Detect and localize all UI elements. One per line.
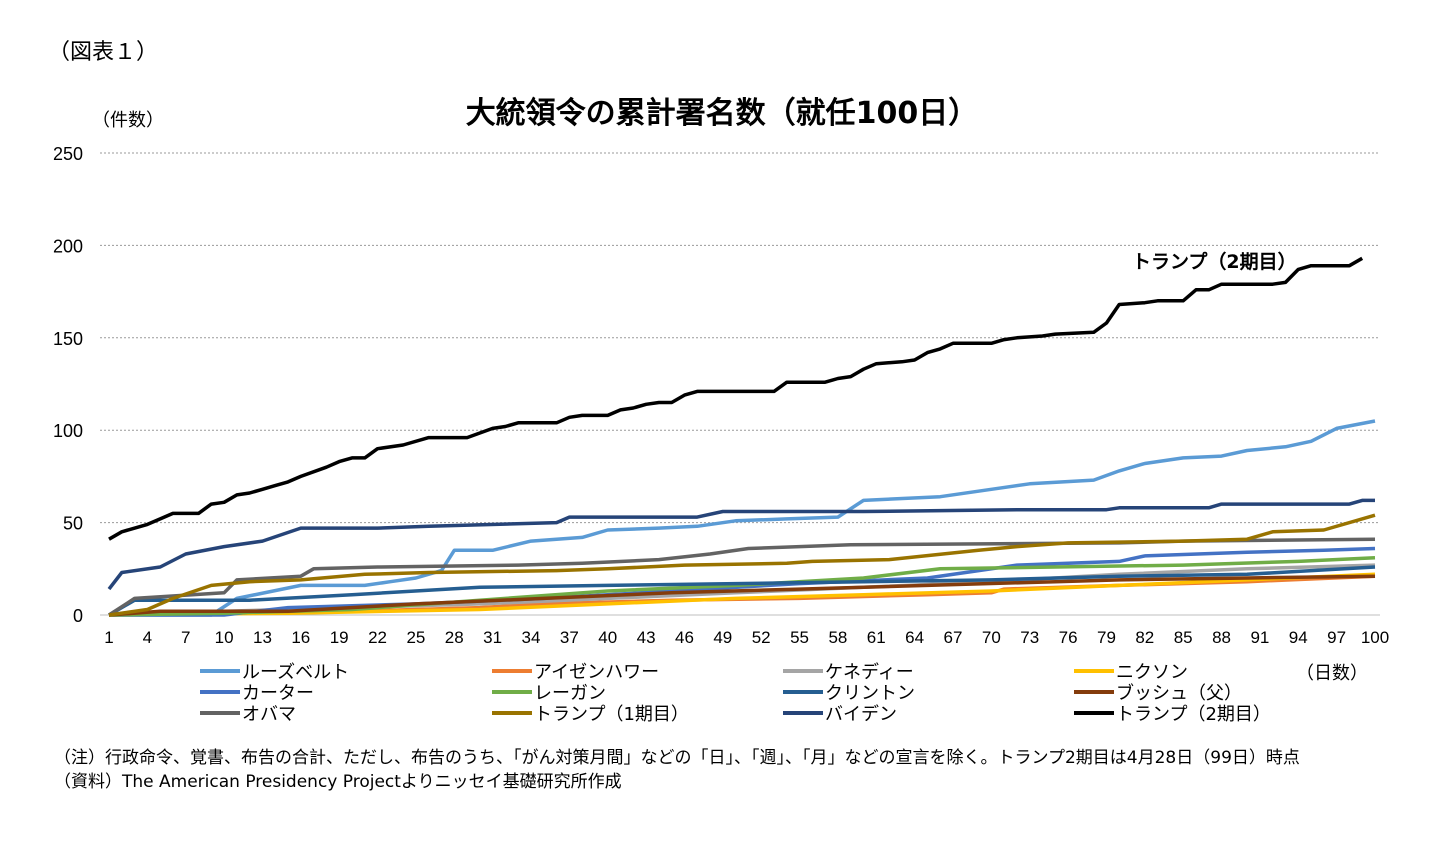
legend-item: カーター [200,681,314,704]
legend-swatch [1074,669,1114,673]
x-tick-label: 79 [1097,628,1116,647]
legend-label: バイデン [825,704,897,725]
x-tick-label: 13 [253,628,272,647]
legend-swatch [200,690,240,694]
x-tick-label: 7 [181,628,190,647]
legend-swatch [200,669,240,673]
legend-item: ルーズベルト [200,660,350,683]
series-line-6 [108,565,1376,617]
legend-label: ニクソン [1116,662,1188,683]
series-line-9 [108,513,1376,617]
x-tick-label: 40 [598,628,617,647]
x-tick-label: 70 [982,628,1001,647]
legend-item: ブッシュ（父） [1074,681,1242,704]
x-tick-label: 46 [675,628,694,647]
annotations: トランプ（2期目） [1132,250,1297,273]
series-line-10 [107,498,1375,591]
series-line-8 [108,537,1376,617]
x-tick-labels: 1 4 7 10 13 16 19 22 25 28 31 34 37 40 43 46 49 52 55 58 61 6… [104,628,1389,647]
x-tick-label: 37 [560,628,579,647]
x-tick-label: 43 [637,628,656,647]
legend-item: ケネディー [783,660,914,683]
legend-item: アイゼンハワー [492,660,660,683]
legend-label: ケネディー [825,662,914,683]
legend-item: クリントン [783,681,915,704]
y-tick-label: 50 [63,514,83,534]
x-tick-label: 49 [713,628,732,647]
x-tick-label: 16 [291,628,310,647]
legend-label: レーガン [534,683,606,704]
legend-label: トランプ（1期目） [534,704,689,725]
x-tick-label: 58 [828,628,847,647]
figure-label: （図表１） [48,40,159,65]
y-tick-label: 250 [53,144,83,164]
y-tick-label: 0 [73,606,83,626]
y-axis-unit: （件数） [92,110,164,131]
x-tick-label: 52 [752,628,771,647]
chart-title: 大統領令の累計署名数（就任100日） [465,96,979,131]
x-tick-label: 97 [1327,628,1346,647]
x-tick-label: 61 [867,628,886,647]
x-tick-label: 64 [905,628,924,647]
legend-item: オバマ [200,702,296,725]
x-tick-label: 31 [483,628,502,647]
x-tick-label: 91 [1250,628,1269,647]
legend-label: ブッシュ（父） [1116,683,1242,704]
legend-swatch [200,711,240,715]
legend-label: アイゼンハワー [534,662,660,683]
legend-swatch [783,669,823,673]
legend-swatch [492,669,532,673]
x-tick-label: 19 [330,628,349,647]
x-tick-label: 25 [406,628,425,647]
line-chart: 0 50 100 150 200 250 1 4 7 10 13 16 19 22 25 28 31 34 37 4… [53,144,1389,647]
legend-swatch [1074,711,1114,715]
legend-label: オバマ [242,704,296,725]
x-tick-label: 28 [445,628,464,647]
legend-swatch [783,690,823,694]
series-lines [107,256,1376,617]
legend-label: カーター [242,683,314,704]
y-tick-label: 150 [53,329,83,349]
x-tick-label: 94 [1289,628,1308,647]
legend-swatch [492,690,532,694]
legend-item: トランプ（1期目） [492,702,689,725]
legend-item: トランプ（2期目） [1074,702,1271,725]
legend-label: ルーズベルト [242,662,350,683]
x-tick-label: 82 [1135,628,1154,647]
series-line-11 [108,256,1364,541]
legend-item: バイデン [783,702,897,725]
x-tick-label: 55 [790,628,809,647]
legend-item: ニクソン [1074,660,1188,683]
legend-swatch [492,711,532,715]
x-tick-label: 10 [215,628,234,647]
series-line-3 [108,572,1376,617]
x-tick-label: 1 [104,628,113,647]
notes: （注）行政命令、覚書、布告の合計、ただし、布告のうち、「がん対策月間」などの「日… [54,746,1384,794]
y-tick-labels: 0 50 100 150 200 250 [53,144,83,626]
gridlines [100,152,1380,616]
x-tick-label: 85 [1174,628,1193,647]
legend-swatch [783,711,823,715]
series-line-0 [109,419,1376,617]
x-tick-label: 88 [1212,628,1231,647]
series-line-7 [108,574,1376,617]
x-tick-label: 34 [522,628,541,647]
x-tick-label: 4 [143,628,152,647]
x-axis-unit: （日数） [1296,663,1368,684]
x-tick-label: 67 [944,628,963,647]
x-tick-label: 100 [1361,628,1389,647]
x-tick-label: 22 [368,628,387,647]
legend-label: クリントン [825,683,915,704]
note-text: （注）行政命令、覚書、布告の合計、ただし、布告のうち、「がん対策月間」などの「日… [54,748,1300,768]
legend-swatch [1074,690,1114,694]
x-tick-label: 73 [1020,628,1039,647]
legend-label: トランプ（2期目） [1116,704,1271,725]
x-tick-label: 76 [1059,628,1078,647]
legend-item: レーガン [492,681,606,704]
source-text: （資料）The American Presidency Projectよりニッセ… [54,772,622,792]
y-tick-label: 200 [53,236,83,256]
series-annotation: トランプ（2期目） [1132,250,1297,273]
y-tick-label: 100 [53,421,83,441]
